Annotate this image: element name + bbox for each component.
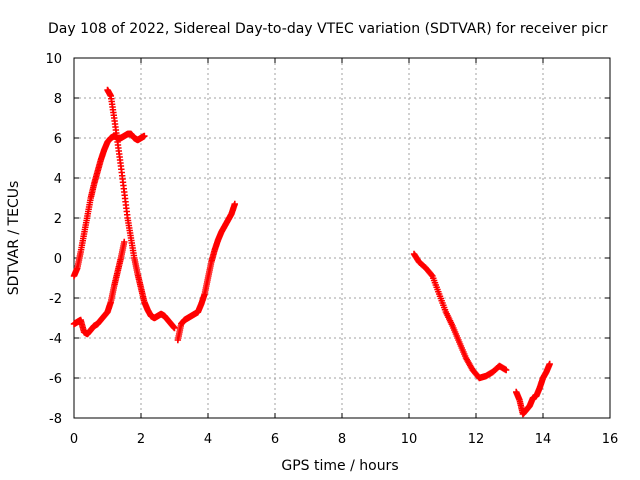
data-points xyxy=(70,86,553,418)
data-point xyxy=(121,238,128,246)
y-tick-label: 6 xyxy=(54,132,62,147)
series-track-c xyxy=(70,238,128,338)
y-tick-label: 8 xyxy=(54,92,62,107)
series-track-a xyxy=(70,130,148,280)
series-track-f xyxy=(513,360,553,418)
y-tick-label: -2 xyxy=(49,292,62,307)
data-point xyxy=(231,200,238,208)
x-tick-label: 0 xyxy=(70,432,78,447)
data-point xyxy=(171,324,178,332)
x-tick-label: 10 xyxy=(401,432,418,447)
series-track-e xyxy=(410,250,510,382)
y-tick-label: 10 xyxy=(45,52,62,67)
x-tick-label: 4 xyxy=(204,432,212,447)
data-point xyxy=(546,360,553,368)
y-tick-label: 0 xyxy=(54,252,62,267)
x-axis-label: GPS time / hours xyxy=(281,458,398,474)
chart-title: Day 108 of 2022, Sidereal Day-to-day VTE… xyxy=(48,21,608,37)
series-track-b xyxy=(104,86,178,332)
grid xyxy=(74,58,610,418)
y-tick-label: -4 xyxy=(49,332,62,347)
x-tick-label: 6 xyxy=(271,432,279,447)
y-axis-label: SDTVAR / TECUs xyxy=(6,181,22,296)
axis-ticks: 0 2 4 6 8 10 12 14 16 -8 -6 -4 -2 0 2 4 6 8 10 xyxy=(45,52,618,447)
y-tick-label: 2 xyxy=(54,212,62,227)
x-tick-label: 12 xyxy=(468,432,485,447)
x-tick-label: 8 xyxy=(338,432,346,447)
data-point xyxy=(502,366,510,374)
x-tick-label: 14 xyxy=(535,432,552,447)
y-tick-label: -8 xyxy=(49,412,62,427)
x-tick-label: 2 xyxy=(137,432,145,447)
y-tick-label: -6 xyxy=(49,372,62,387)
y-tick-label: 4 xyxy=(54,172,62,187)
series-track-d xyxy=(174,200,238,344)
data-point xyxy=(428,271,435,279)
x-tick-label: 16 xyxy=(602,432,619,447)
data-point xyxy=(141,132,148,140)
